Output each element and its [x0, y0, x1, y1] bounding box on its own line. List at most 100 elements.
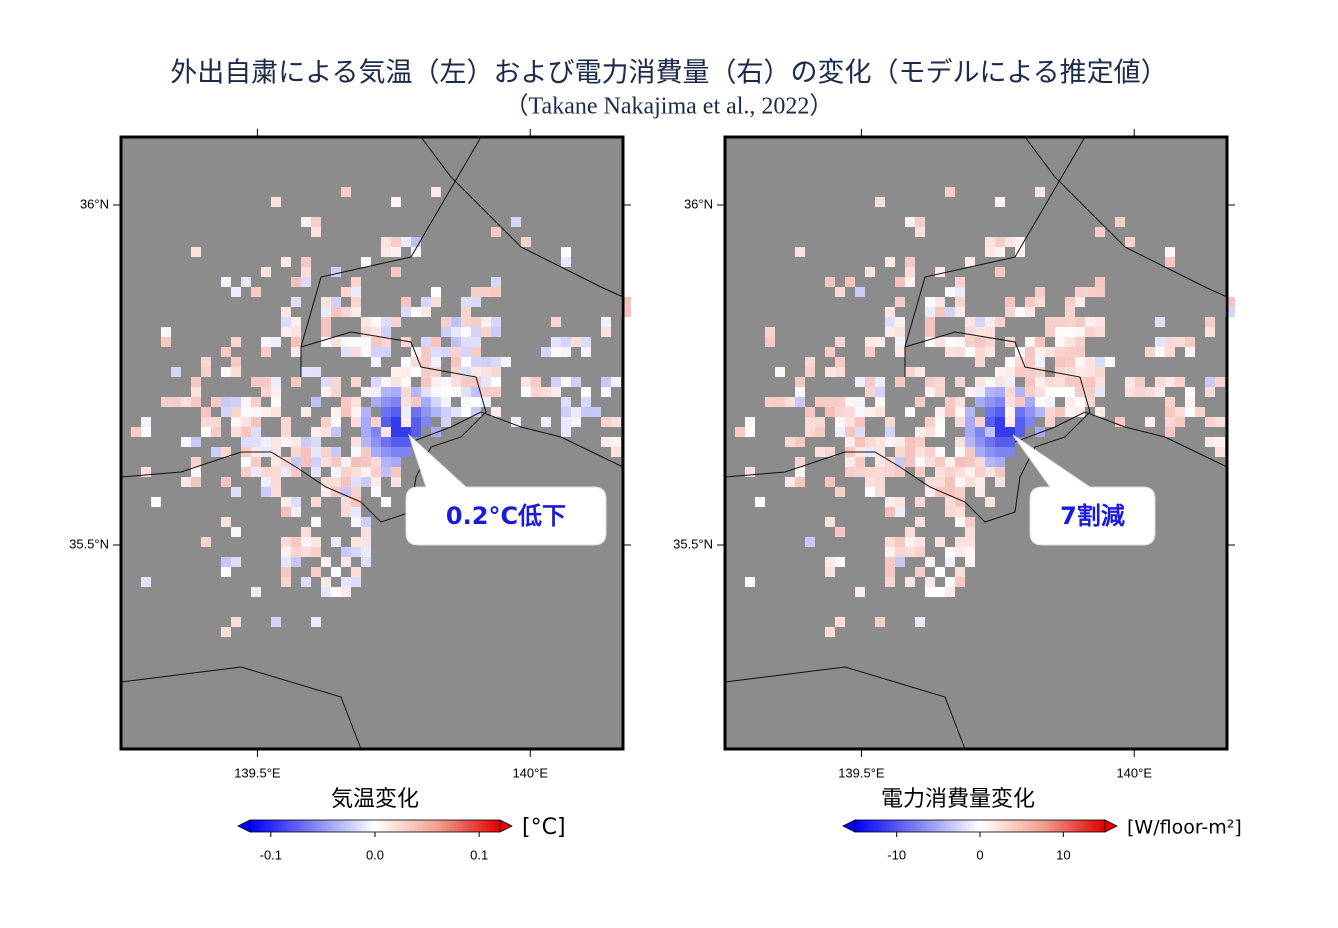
map-cell — [825, 627, 835, 637]
map-cell — [1175, 417, 1185, 427]
map-cell — [331, 267, 341, 277]
map-cell — [1075, 337, 1085, 347]
prefecture-border — [1024, 136, 1228, 298]
map-cell — [1025, 297, 1035, 307]
map-cell — [341, 307, 351, 317]
map-cell — [241, 397, 251, 407]
map-cell — [371, 397, 381, 407]
map-cell — [371, 357, 381, 367]
map-cell — [795, 437, 805, 447]
colorbar-arrow — [237, 819, 251, 833]
map-cell — [421, 297, 431, 307]
map-cell — [351, 567, 361, 577]
map-cell — [865, 487, 875, 497]
map-cell — [965, 427, 975, 437]
map-cell — [885, 317, 895, 327]
map-cell — [461, 337, 471, 347]
map-cell — [611, 417, 621, 427]
map-cell — [1215, 377, 1225, 387]
map-cell — [1095, 277, 1105, 287]
map-cell — [271, 447, 281, 457]
map-cell — [925, 337, 935, 347]
map-cell — [361, 407, 371, 417]
map-cell — [451, 407, 461, 417]
map-cell — [1005, 237, 1015, 247]
map-cell — [531, 377, 541, 387]
map-cell — [311, 367, 321, 377]
map-cell — [785, 477, 795, 487]
map-cell — [965, 457, 975, 467]
map-cell — [311, 217, 321, 227]
map-cell — [421, 347, 431, 357]
map-cell — [571, 337, 581, 347]
map-cell — [481, 357, 491, 367]
map-cell — [481, 287, 491, 297]
map-cell — [601, 387, 611, 397]
map-cell — [935, 537, 945, 547]
map-cell — [875, 397, 885, 407]
map-cell — [541, 347, 551, 357]
map-cell — [341, 407, 351, 417]
colorbar-tick-label: -0.1 — [260, 847, 282, 862]
map-cell — [1095, 357, 1105, 367]
map-cell — [885, 457, 895, 467]
map-cell — [765, 327, 775, 337]
map-cell — [985, 237, 995, 247]
map-cell — [865, 407, 875, 417]
map-cell — [201, 427, 211, 437]
map-cell — [955, 577, 965, 587]
map-cell — [261, 387, 271, 397]
map-cell — [301, 217, 311, 227]
map-cell — [381, 247, 391, 257]
map-cell — [955, 337, 965, 347]
map-cell — [965, 257, 975, 267]
map-cell — [611, 377, 621, 387]
map-cell — [1215, 437, 1225, 447]
map-cell — [975, 437, 985, 447]
map-cell — [251, 397, 261, 407]
map-cell — [925, 297, 935, 307]
map-cell — [845, 407, 855, 417]
map-cell — [875, 437, 885, 447]
map-cell — [1015, 387, 1025, 397]
map-cell — [1035, 347, 1045, 357]
colorbar-label: 気温変化 — [331, 787, 419, 812]
map-cell — [201, 357, 211, 367]
callout-box — [405, 433, 607, 546]
map-cell — [1005, 337, 1015, 347]
map-cell — [361, 437, 371, 447]
map-cell — [391, 377, 401, 387]
map-cell — [965, 467, 975, 477]
map-cell — [461, 407, 471, 417]
colorbar-arrow — [842, 819, 856, 833]
map-cell — [895, 437, 905, 447]
map-cell — [251, 467, 261, 477]
map-cell — [141, 577, 151, 587]
map-cell — [411, 387, 421, 397]
map-cell — [551, 377, 561, 387]
map-cell — [935, 407, 945, 417]
map-cell — [231, 617, 241, 627]
map-cell — [875, 387, 885, 397]
map-cell — [351, 407, 361, 417]
map-cell — [925, 557, 935, 567]
map-cell — [1025, 347, 1035, 357]
map-cell — [925, 577, 935, 587]
map-cell — [311, 517, 321, 527]
map-cell — [975, 457, 985, 467]
map-cell — [461, 347, 471, 357]
map-cell — [321, 477, 331, 487]
map-cell — [975, 427, 985, 437]
map-cell — [1075, 317, 1085, 327]
map-cell — [965, 407, 975, 417]
map-cell — [421, 417, 431, 427]
map-cell — [865, 467, 875, 477]
map-cell — [441, 377, 451, 387]
map-cell — [935, 427, 945, 437]
map-cell — [281, 257, 291, 267]
map-cell — [351, 297, 361, 307]
map-cell — [561, 247, 571, 257]
map-cell — [361, 537, 371, 547]
map-cell — [331, 297, 341, 307]
map-cell — [461, 327, 471, 337]
